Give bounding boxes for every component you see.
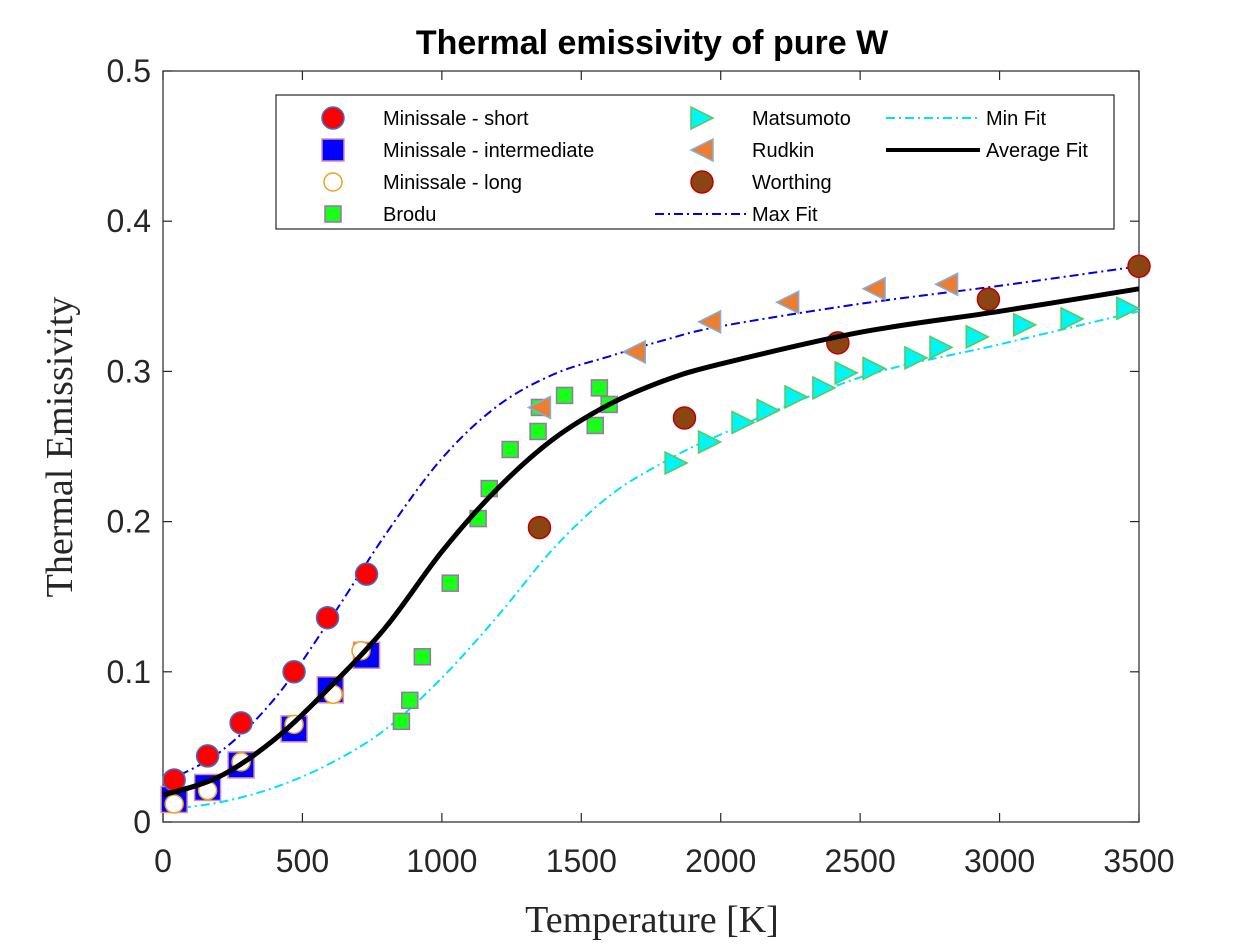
- x-tick-label: 1000: [406, 843, 477, 879]
- x-tick-label: 3000: [964, 843, 1035, 879]
- legend-label-minissale-intermediate: Minissale - intermediate: [383, 140, 594, 162]
- data-point: [929, 335, 954, 360]
- series-matsumoto: [664, 296, 1141, 476]
- legend-label-min-fit: Min Fit: [986, 108, 1046, 130]
- data-point: [1127, 254, 1151, 279]
- legend-marker-minissale-intermediate: [321, 138, 345, 162]
- data-point: [392, 712, 411, 731]
- legend-label-matsumoto: Matsumoto: [752, 108, 851, 130]
- data-point: [774, 290, 800, 315]
- legend-marker-rudkin: [689, 137, 714, 163]
- legend-marker-worthing: [690, 170, 714, 194]
- data-point: [784, 384, 809, 410]
- data-point: [862, 356, 887, 381]
- data-point: [526, 395, 552, 420]
- data-point: [315, 605, 340, 630]
- data-point: [555, 386, 574, 405]
- data-point: [834, 360, 859, 386]
- legend-label-average-fit: Average Fit: [986, 140, 1088, 162]
- data-point: [731, 410, 756, 435]
- data-point: [441, 574, 459, 592]
- legend: Minissale - short Minissale - intermediat…: [275, 94, 1115, 230]
- legend-label-max-fit: Max Fit: [752, 204, 818, 226]
- data-point: [904, 345, 929, 371]
- data-point: [351, 641, 371, 661]
- y-tick-label: 0.2: [107, 504, 151, 540]
- x-tick-label: 500: [276, 843, 329, 879]
- y-tick-label: 0.1: [107, 654, 151, 690]
- data-point: [1116, 296, 1141, 321]
- legend-marker-brodu: [324, 205, 342, 223]
- legend-label-brodu: Brodu: [383, 204, 436, 226]
- legend-label-worthing: Worthing: [752, 172, 832, 194]
- data-point: [164, 794, 184, 814]
- legend-label-minissale-long: Minissale - long: [383, 172, 522, 194]
- legend-marker-matsumoto: [690, 105, 715, 131]
- x-tick-label: 0: [154, 843, 172, 879]
- data-point: [282, 660, 306, 684]
- data-point: [965, 324, 990, 350]
- data-point: [529, 422, 547, 441]
- data-point: [696, 309, 722, 335]
- y-tick-label: 0.3: [107, 353, 151, 389]
- data-point: [586, 416, 604, 435]
- fit-line-average-fit: [162, 286, 1140, 798]
- x-axis-label: Temperature [K]: [525, 899, 779, 941]
- data-point: [229, 711, 253, 735]
- data-point: [401, 691, 419, 710]
- data-point: [933, 272, 959, 297]
- data-point: [501, 440, 519, 459]
- legend-marker-minissale-short: [321, 106, 345, 130]
- data-point: [1060, 306, 1085, 332]
- data-point: [590, 379, 609, 397]
- data-point: [672, 406, 697, 430]
- series-minissale-short: [162, 562, 379, 792]
- data-point: [812, 375, 837, 401]
- data-point: [354, 562, 379, 586]
- data-point: [621, 339, 647, 365]
- data-point: [1012, 312, 1038, 338]
- x-tick-label: 2500: [825, 843, 896, 879]
- legend-marker-minissale-long: [323, 172, 343, 192]
- x-tick-label: 1500: [546, 843, 617, 879]
- x-tick-label: 3500: [1103, 843, 1174, 879]
- data-point: [756, 398, 781, 423]
- legend-label-minissale-short: Minissale - short: [383, 108, 529, 130]
- legend-label-rudkin: Rudkin: [752, 140, 814, 162]
- y-tick-label: 0.5: [107, 53, 151, 89]
- y-axis-label: Thermal Emissivity: [39, 297, 81, 598]
- data-point: [527, 515, 552, 540]
- y-tick-label: 0: [133, 804, 151, 840]
- x-tick-label: 2000: [685, 843, 756, 879]
- series-rudkin: [526, 272, 959, 420]
- y-tick-label: 0.4: [107, 203, 151, 239]
- data-point: [697, 429, 723, 455]
- data-point: [664, 450, 689, 476]
- data-point: [976, 287, 1001, 312]
- data-point: [861, 276, 886, 302]
- data-point: [195, 744, 220, 768]
- chart-title: Thermal emissivity of pure W: [416, 24, 889, 62]
- data-point: [413, 648, 432, 666]
